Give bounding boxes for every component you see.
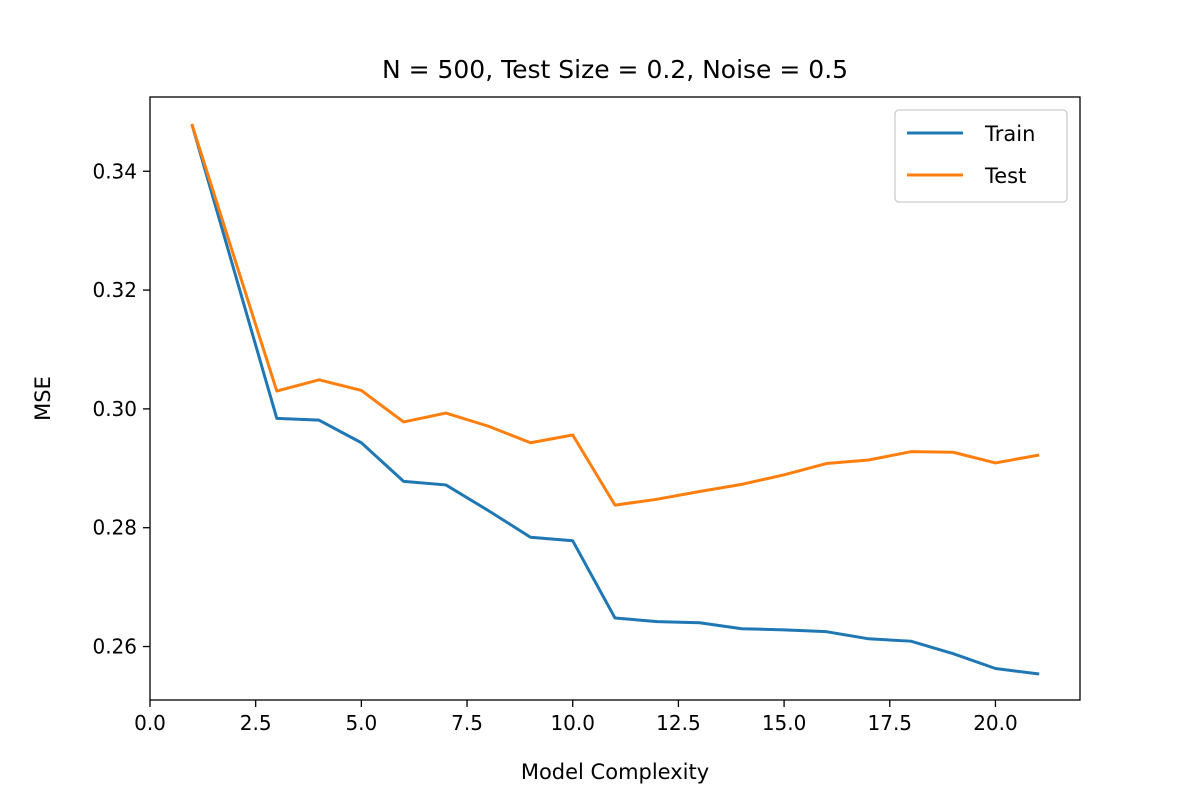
series-line-train <box>190 123 1040 676</box>
y-axis-label: MSE <box>31 376 55 421</box>
x-tick-label: 15.0 <box>762 711 807 735</box>
plot-frame <box>149 96 1081 701</box>
x-tick-label: 2.5 <box>240 711 272 735</box>
y-tick-label: 0.34 <box>92 159 137 183</box>
x-axis-ticks: 0.0 2.5 5.0 7.5 10.0 12.5 15.0 17.5 20.0 <box>134 700 1018 735</box>
x-tick-label: 17.5 <box>868 711 913 735</box>
x-tick-label: 20.0 <box>973 711 1018 735</box>
y-tick-label: 0.28 <box>92 516 137 540</box>
series-line-test <box>190 123 1040 507</box>
x-tick-label: 12.5 <box>656 711 701 735</box>
legend-label-test: Test <box>984 164 1026 188</box>
y-axis-ticks: 0.26 0.28 0.30 0.32 0.34 <box>92 159 150 659</box>
y-tick-label: 0.32 <box>92 278 137 302</box>
x-tick-label: 7.5 <box>451 711 483 735</box>
x-tick-label: 0.0 <box>134 711 166 735</box>
x-axis-label: Model Complexity <box>521 760 709 784</box>
y-tick-label: 0.26 <box>92 635 137 659</box>
x-tick-label: 5.0 <box>345 711 377 735</box>
plot-lines <box>190 123 1040 676</box>
legend: Train Test <box>894 109 1068 203</box>
chart-title: N = 500, Test Size = 0.2, Noise = 0.5 <box>382 55 848 84</box>
x-tick-label: 10.0 <box>550 711 595 735</box>
y-tick-label: 0.30 <box>92 397 137 421</box>
legend-label-train: Train <box>984 122 1035 146</box>
legend-box <box>894 109 1068 203</box>
